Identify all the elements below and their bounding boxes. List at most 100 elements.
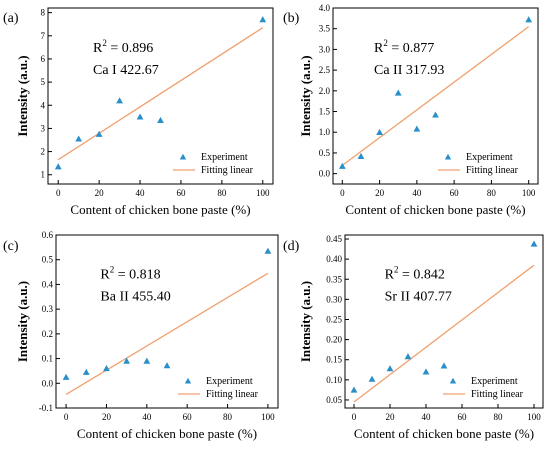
x-tick-label: 80: [487, 188, 497, 198]
data-point: [103, 365, 110, 372]
fit-line: [65, 272, 269, 395]
legend-marker-experiment: [184, 377, 192, 384]
legend-label-experiment: Experiment: [471, 376, 518, 387]
y-tick-label: 1.0: [319, 127, 331, 137]
spectral-line-label: Ba II 455.40: [100, 289, 170, 304]
x-tick-label: 60: [176, 188, 186, 198]
data-point: [264, 247, 272, 254]
legend-label-fit: Fitting linear: [206, 389, 259, 400]
legend-label-fit: Fitting linear: [466, 165, 519, 176]
y-tick-label: 4.0: [319, 3, 331, 13]
legend-marker-experiment: [449, 377, 457, 384]
y-tick-label: 5: [41, 77, 46, 87]
r-squared-annotation: R2 = 0.877: [374, 38, 434, 56]
panel-label: (b): [283, 11, 300, 26]
y-tick-label: 0.2: [42, 329, 53, 339]
data-point: [376, 128, 383, 135]
x-tick-label: 20: [95, 188, 105, 198]
spectral-line-label: Ca II 317.93: [374, 63, 444, 78]
y-tick-label: 0.1: [42, 354, 53, 364]
y-tick-label: 0.6: [42, 230, 54, 240]
data-point: [432, 111, 439, 118]
x-tick-label: 100: [527, 412, 541, 422]
x-tick-label: 20: [102, 412, 112, 422]
y-tick-label: 0.15: [326, 355, 342, 365]
data-point: [54, 163, 62, 170]
x-axis-label: Content of chicken bone paste (%): [354, 426, 534, 441]
x-axis-label: Content of chicken bone paste (%): [345, 202, 525, 217]
fit-line: [57, 27, 264, 161]
x-tick-label: 100: [261, 412, 275, 422]
y-tick-label: 0.0: [319, 169, 331, 179]
chart-panel-2: 0 20 40 60 80 100 -0.1 0.0 0.1 0.2 0.3 0.4 0.5 0.6 Con…: [3, 230, 279, 441]
plot-frame: [47, 7, 274, 185]
chart-panel-3: 0 20 40 60 80 100 0.05 0.10 0.15 0.20 0.25 0.30 0.35…: [283, 234, 544, 441]
x-tick-label: 0: [64, 412, 69, 422]
data-point: [136, 113, 144, 120]
legend-label-experiment: Experiment: [466, 152, 513, 163]
x-tick-label: 40: [142, 412, 152, 422]
x-tick-label: 0: [352, 412, 357, 422]
data-point: [143, 357, 151, 364]
r-squared-annotation: R2 = 0.842: [385, 264, 445, 282]
legend-marker-experiment: [179, 153, 187, 160]
spectral-line-label: Sr II 407.77: [385, 289, 452, 304]
r-squared-annotation: R2 = 0.896: [93, 38, 153, 56]
panel-label: (a): [3, 11, 19, 26]
x-tick-label: 40: [412, 188, 422, 198]
data-point: [259, 16, 267, 23]
plot-frame: [332, 7, 539, 185]
data-point: [530, 240, 538, 247]
data-point: [82, 368, 90, 375]
y-tick-label: 0.05: [326, 395, 342, 405]
data-point: [525, 16, 533, 23]
data-point: [338, 162, 346, 169]
data-point: [357, 152, 365, 159]
x-tick-label: 60: [450, 188, 460, 198]
y-axis-label: Intensity (a.u.): [15, 55, 30, 136]
x-tick-label: 40: [422, 412, 432, 422]
y-tick-label: -0.1: [39, 403, 53, 413]
y-tick-label: 4: [41, 100, 46, 110]
y-tick-label: 0.5: [319, 148, 331, 158]
y-tick-label: 3.0: [319, 44, 331, 54]
x-tick-label: 80: [494, 412, 504, 422]
y-tick-label: 0.0: [42, 378, 54, 388]
x-axis-label: Content of chicken bone paste (%): [77, 426, 257, 441]
y-tick-label: 3.5: [319, 24, 331, 34]
y-tick-label: 0.3: [42, 304, 54, 314]
chart-panel-0: 0 20 40 60 80 100 1 2 3 4 5 6 7 8 Content of chicken b…: [3, 7, 274, 217]
y-tick-label: 0.40: [326, 254, 342, 264]
y-tick-label: 0.20: [326, 335, 342, 345]
legend-marker-experiment: [444, 153, 452, 160]
y-tick-label: 2: [41, 147, 46, 157]
y-axis-label: Intensity (a.u.): [15, 281, 30, 362]
x-tick-label: 60: [183, 412, 193, 422]
data-point: [350, 386, 358, 393]
plot-frame: [55, 234, 279, 409]
fit-line: [341, 26, 530, 166]
y-tick-label: 0.45: [326, 234, 342, 244]
y-tick-label: 2.0: [319, 86, 331, 96]
y-tick-label: 1: [41, 170, 46, 180]
legend-label-experiment: Experiment: [201, 152, 248, 163]
chart-panel-1: 0 20 40 60 80 100 0.0 0.5 1.0 1.5 2.0 2.5 3.0 3.5 4.0 C…: [283, 3, 539, 217]
r-squared-annotation: R2 = 0.818: [100, 264, 160, 282]
y-tick-label: 1.5: [319, 107, 331, 117]
data-point: [75, 135, 83, 142]
y-tick-label: 7: [41, 31, 46, 41]
y-tick-label: 0.10: [326, 375, 342, 385]
y-tick-label: 0.30: [326, 294, 342, 304]
legend-label-fit: Fitting linear: [471, 389, 524, 400]
data-point: [394, 89, 402, 96]
panel-label: (c): [3, 239, 19, 254]
data-point: [368, 375, 376, 382]
panel-label: (d): [283, 239, 300, 254]
fit-line: [353, 264, 535, 403]
x-tick-label: 100: [522, 188, 536, 198]
y-tick-label: 0.35: [326, 274, 342, 284]
data-point: [157, 116, 164, 124]
legend-label-fit: Fitting linear: [201, 165, 254, 176]
data-point: [163, 362, 171, 369]
